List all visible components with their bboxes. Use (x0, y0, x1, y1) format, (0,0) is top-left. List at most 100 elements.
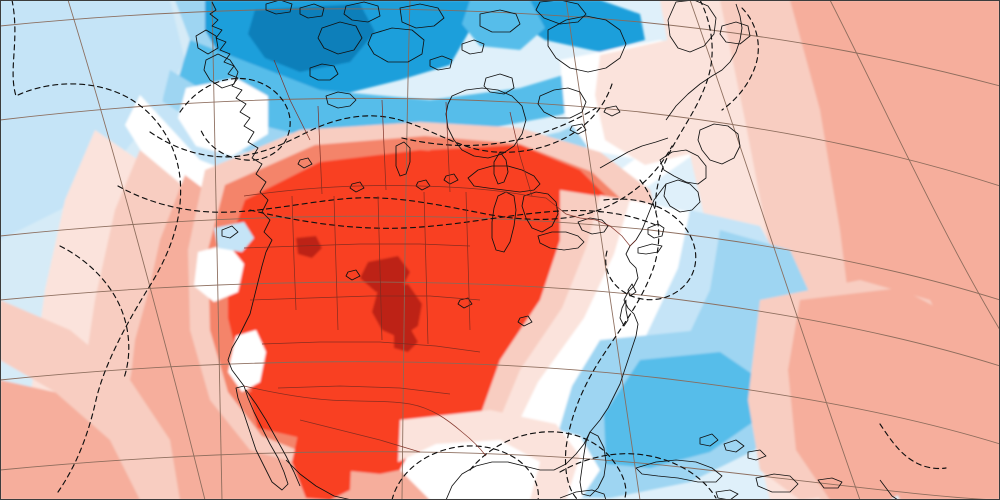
zero-contour-layer (11, 0, 947, 500)
parallel-line (0, 361, 1000, 445)
coast-gulf-california (245, 389, 301, 487)
lake-erie (537, 231, 585, 251)
border-province-2 (381, 99, 387, 191)
coast-newfoundland (697, 123, 741, 165)
contour-antilles (879, 423, 947, 470)
island-iceland-like (719, 21, 751, 45)
island-misc-1 (429, 55, 453, 71)
contour-west-arc (11, 0, 182, 493)
fill-arctic-deepblue-core (248, 4, 375, 72)
island-devon (479, 9, 521, 33)
meridian-line (401, 0, 411, 500)
coast-cape-cod (647, 223, 665, 239)
coast-ne-us (635, 183, 667, 241)
great-slave-lake (325, 91, 357, 109)
island-bahamas-3 (747, 449, 767, 461)
border-us-canada-east (529, 195, 637, 247)
contour-gulf (391, 445, 539, 500)
island-jamaica (715, 489, 739, 500)
border-state-horizontal-2 (249, 295, 481, 301)
meridian-line (67, 0, 206, 500)
coastline-layer (195, 0, 899, 500)
lake-misc-3 (443, 173, 459, 185)
coast-bc-alaska (209, 1, 273, 253)
political-border-layer (243, 59, 637, 457)
fill-us-darkred-core-a (360, 256, 410, 292)
border-province-4 (509, 111, 533, 197)
fill-us-darkred-core-b (372, 284, 422, 338)
lake-misc-8 (345, 269, 361, 281)
meridian-line (829, 0, 1000, 331)
parallel-line (0, 451, 1000, 500)
island-ellesmere (535, 0, 587, 25)
island-baffin (547, 15, 627, 73)
lake-misc-5 (569, 123, 587, 135)
contour-canada-prairie (149, 83, 613, 158)
island-cuba (635, 459, 723, 483)
border-province-5 (273, 59, 311, 141)
border-state-vertical-1 (291, 195, 297, 311)
island-bahamas-1 (699, 433, 719, 447)
lake-superior (467, 165, 541, 193)
lake-misc-10 (517, 315, 533, 327)
fill-greatbasin-white-pocket (194, 244, 244, 302)
island-victoria (367, 27, 425, 63)
lake-misc-2 (415, 179, 431, 191)
fill-pacific-blue-2 (0, 0, 185, 240)
coast-us-west (227, 251, 267, 387)
border-us-mexico (243, 385, 487, 457)
island-puerto-rico (817, 477, 843, 489)
border-province-1 (317, 105, 323, 195)
contour-caribbean-1 (559, 453, 717, 499)
contour-east-coast (564, 179, 660, 500)
coast-hudson-bay (445, 87, 527, 159)
parallel-line (0, 8, 1000, 87)
lake-misc-4 (297, 157, 313, 169)
border-state-vertical-4 (423, 191, 429, 345)
fill-us-darkred-core-c (394, 328, 418, 352)
fill-us-darkred-core-d (296, 236, 322, 258)
fill-baja-white-pocket (228, 330, 266, 392)
lake-misc-6 (603, 105, 621, 117)
fill-arctic-blue-east (515, 0, 645, 52)
coast-mexico-west (285, 459, 353, 500)
border-state-horizontal-4 (277, 385, 451, 395)
border-province-3 (445, 101, 451, 193)
border-state-vertical-5 (465, 191, 471, 331)
coast-nova-scotia (663, 179, 701, 213)
coast-st-lawrence-river (599, 137, 669, 169)
coast-florida (579, 431, 607, 497)
contour-great-lakes-north (249, 209, 659, 229)
border-state-vertical-3 (377, 195, 383, 341)
contour-arctic-east (655, 0, 713, 213)
fill-nw-white-pocket (178, 78, 268, 156)
island-southampton (483, 73, 515, 95)
contour-se-coast (469, 431, 627, 500)
coast-vancouver-island (203, 53, 239, 89)
fill-east-white-band (508, 200, 722, 456)
border-state-horizontal-3 (261, 341, 481, 353)
island-prince-patrick (343, 1, 381, 23)
coast-long-island (637, 243, 663, 255)
coast-ungava (537, 87, 587, 119)
island-misc-2 (461, 39, 485, 55)
island-bahamas-2 (723, 439, 745, 453)
fill-sw-pacific-pink (0, 300, 180, 500)
island-melville (399, 3, 445, 29)
island-lesser-antilles (879, 479, 899, 500)
coast-james-bay (493, 151, 509, 185)
contour-bc-loop (179, 77, 291, 161)
coast-gulf-us (445, 431, 591, 500)
fill-se-atlantic-salmon (788, 288, 980, 500)
border-state-vertical-2 (333, 195, 339, 331)
island-greenland-w (667, 0, 717, 53)
island-banks (317, 21, 363, 55)
contour-greenland-w (721, 7, 759, 111)
contour-pacific-nw (59, 245, 130, 379)
meridian-line (689, 0, 861, 500)
fill-canada-blue-belt (175, 40, 615, 140)
